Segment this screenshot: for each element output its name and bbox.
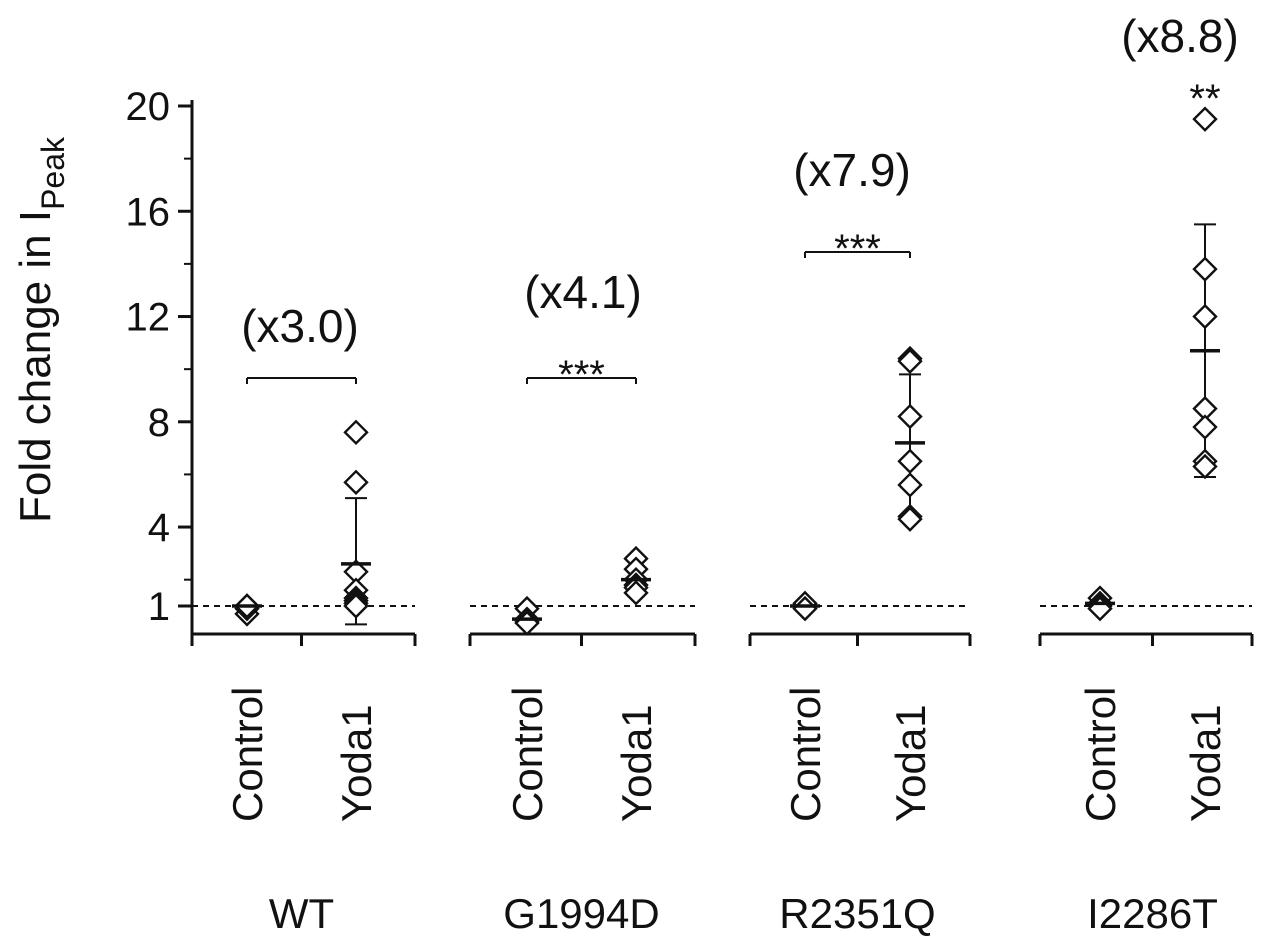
category-label: Yoda1 <box>1182 704 1229 822</box>
data-point <box>897 506 923 532</box>
data-point <box>897 448 923 474</box>
data-point <box>1192 106 1218 132</box>
y-axis: 1 4 8 12 16 20 <box>126 85 194 634</box>
category-label: Yoda1 <box>613 704 660 822</box>
y-tick-label: 20 <box>126 85 171 129</box>
fold-change-label: (x8.8) <box>1121 10 1239 62</box>
data-point <box>897 348 923 374</box>
data-point <box>1192 414 1218 440</box>
significance-stars: ** <box>1189 77 1220 121</box>
group-label: R2351Q <box>779 890 935 937</box>
data-point <box>897 403 923 430</box>
group-label: I2286T <box>1087 890 1218 937</box>
data-point <box>1192 303 1218 330</box>
data-point <box>343 469 369 496</box>
group-label: G1994D <box>503 890 659 937</box>
fold-change-label: (x7.9) <box>793 144 911 196</box>
group-label: WT <box>269 890 334 937</box>
group-r2351q: Control Yoda1 *** (x7.9) R2351Q <box>748 144 972 937</box>
category-label: Control <box>504 687 551 822</box>
category-label: Control <box>224 687 271 822</box>
data-point <box>623 580 649 606</box>
y-axis-label-subscript: Peak <box>35 136 71 210</box>
data-point <box>343 593 369 619</box>
significance-stars: *** <box>558 353 605 397</box>
y-tick-label: 12 <box>126 296 171 340</box>
data-point <box>1192 453 1218 480</box>
category-label: Yoda1 <box>333 704 380 822</box>
significance-stars: *** <box>834 227 881 271</box>
y-tick-label: 16 <box>126 190 171 234</box>
data-point <box>343 419 369 446</box>
fold-change-label: (x4.1) <box>524 266 642 318</box>
fold-change-label: (x3.0) <box>241 300 359 352</box>
group-g1994d: Control Yoda1 *** (x4.1) G1994D <box>468 266 697 937</box>
groups: Control Yoda1 (x3.0) WT Control Yoda1 *** (x4.1… <box>190 10 1254 937</box>
data-point <box>897 472 923 498</box>
y-axis-label-main: Fold change in I <box>11 210 60 523</box>
group-i2286t: Control Yoda1 ** (x8.8) I2286T <box>1038 10 1254 937</box>
y-tick-label: 1 <box>148 585 170 629</box>
category-label: Control <box>782 687 829 822</box>
y-tick-label: 4 <box>148 506 170 550</box>
y-axis-label: Fold change in IPeak <box>11 136 71 523</box>
group-wt: Control Yoda1 (x3.0) WT <box>190 300 417 937</box>
y-tick-label: 8 <box>148 401 170 445</box>
data-point <box>1192 256 1218 282</box>
category-label: Control <box>1077 687 1124 822</box>
category-label: Yoda1 <box>887 704 934 822</box>
